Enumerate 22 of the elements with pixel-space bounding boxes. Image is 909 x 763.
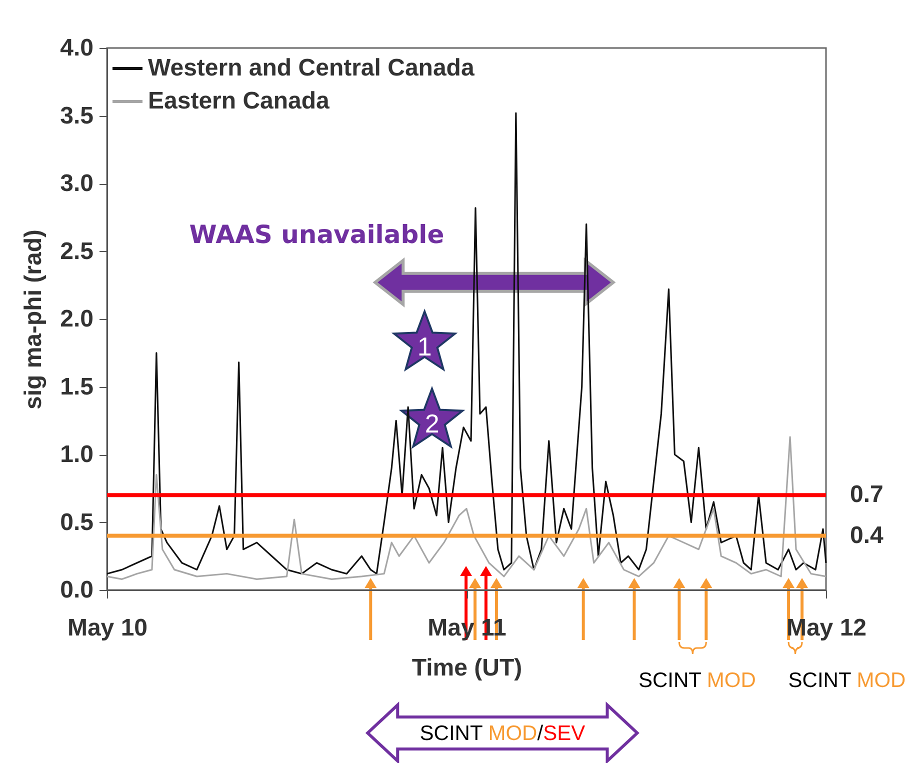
y-tick-label: 3.0: [60, 170, 94, 197]
annotation: 1: [417, 331, 432, 362]
x-axis-title: Time (UT): [412, 654, 522, 682]
y-axis-title: sig ma-phi (rad): [20, 229, 48, 410]
legend-label: Western and Central Canada: [148, 54, 475, 82]
y-tick-label: 3.5: [60, 102, 94, 130]
y-tick-label: 0.5: [60, 508, 94, 536]
y-tick-label: 2.0: [60, 306, 94, 332]
text: SCINT MOD: [788, 669, 906, 692]
ref-line-label: 0.7: [850, 481, 884, 508]
y-tick-label: 1.0: [60, 441, 94, 468]
annotation: 2: [424, 408, 440, 439]
annotation: WAAS unavailable: [189, 220, 444, 250]
y-tick-label: 2.5: [60, 238, 94, 265]
y-tick-label: 1.5: [60, 373, 94, 400]
y-tick-label: 4.0: [60, 34, 94, 62]
y-tick-label: 0.0: [60, 576, 94, 604]
legend-label: Eastern Canada: [148, 88, 330, 114]
x-tick-label: May 10: [67, 614, 148, 642]
ref-line-label: 0.4: [850, 522, 884, 549]
text: SCINT MOD: [638, 669, 756, 692]
text: SCINT MOD/SEV: [420, 722, 586, 745]
